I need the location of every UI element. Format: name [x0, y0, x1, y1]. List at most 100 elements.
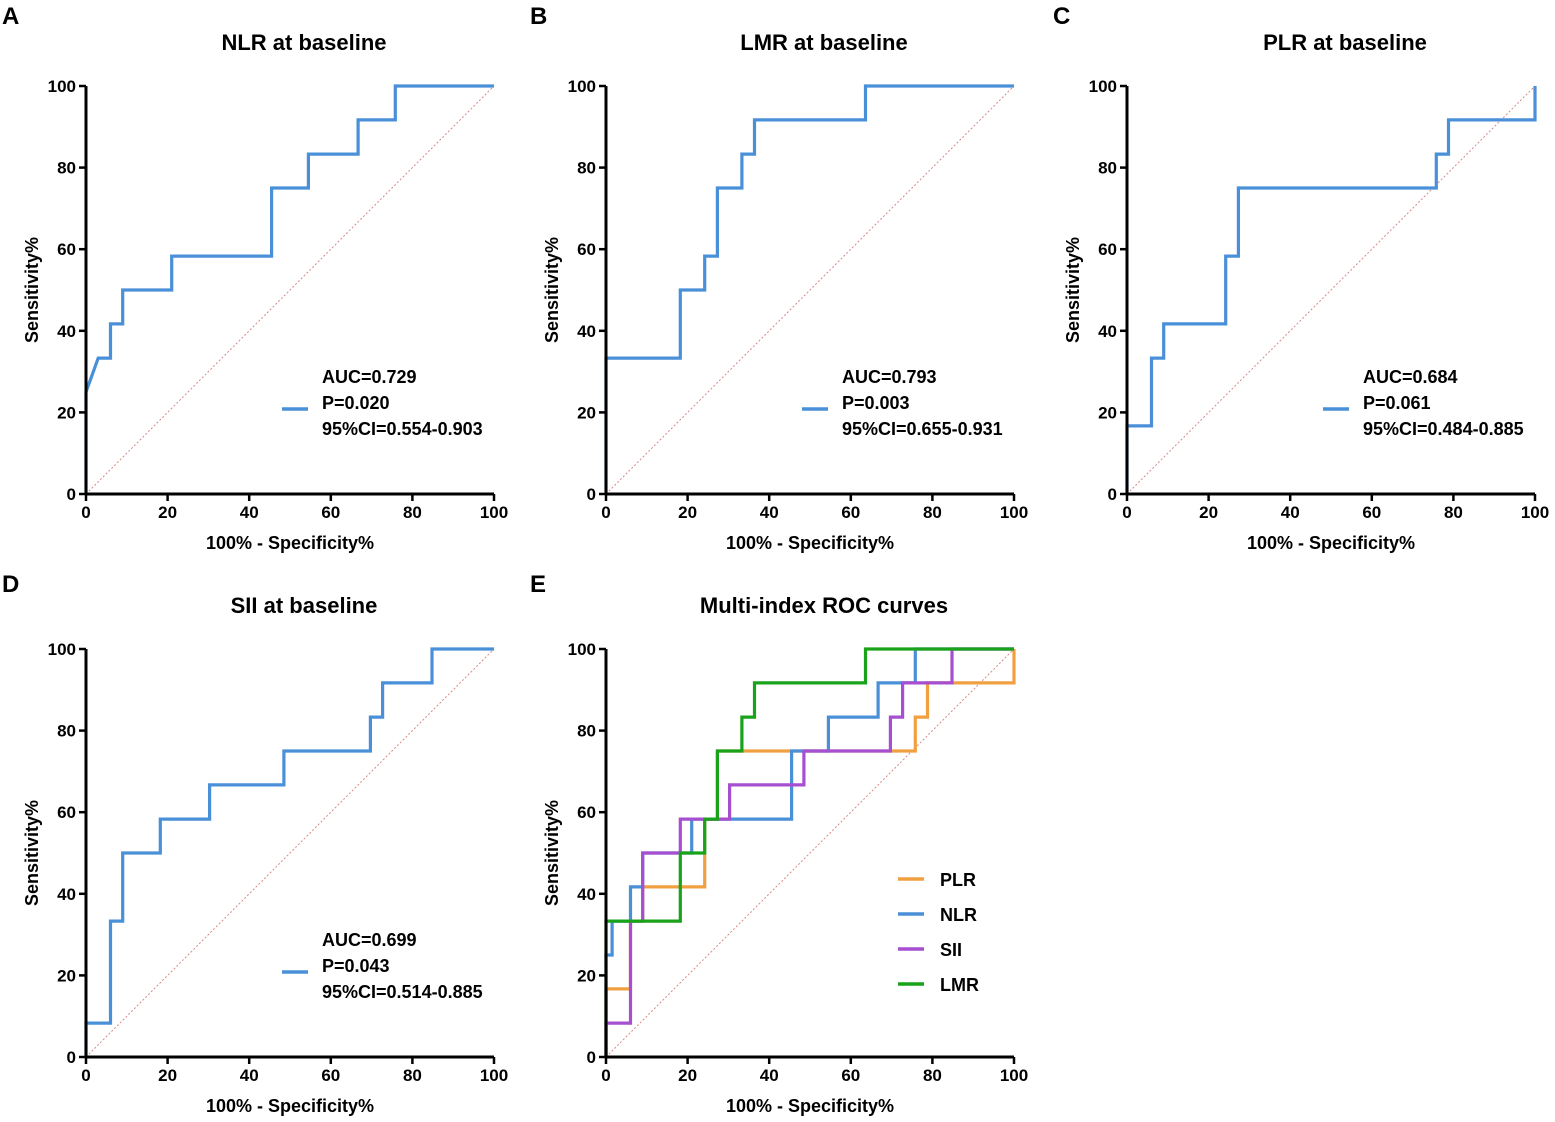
panel-d: D SII at baseline 00 20 20 40 40 60 60 80 80 100 100… [2, 571, 508, 1116]
x-tick-label: 0 [81, 503, 90, 522]
y-tick-label: 0 [67, 1048, 76, 1067]
roc-curve-nlr [84, 84, 494, 494]
x-tick-label: 80 [923, 1066, 942, 1085]
legend-stat-text: P=0.003 [842, 393, 910, 413]
y-tick-label: 20 [577, 403, 596, 422]
y-tick-label: 40 [577, 885, 596, 904]
y-tick-label: 80 [57, 159, 76, 178]
y-axis-label: Sensitivity% [542, 237, 562, 343]
roc-curve-plr [1125, 86, 1537, 494]
chart-title: LMR at baseline [740, 30, 907, 55]
y-axis-label: Sensitivity% [1063, 237, 1083, 343]
panel-letter: A [2, 3, 19, 30]
legend-stat-text: 95%CI=0.655-0.931 [842, 419, 1003, 439]
legend-stat-text: AUC=0.729 [322, 367, 417, 387]
x-tick-label: 40 [1281, 503, 1300, 522]
y-tick-label: 0 [1108, 485, 1117, 504]
x-tick-label: 80 [1444, 503, 1463, 522]
chart-title: PLR at baseline [1263, 30, 1427, 55]
legend-stat-text: P=0.043 [322, 956, 390, 976]
y-tick-label: 100 [568, 77, 596, 96]
legend-stat-text: AUC=0.793 [842, 367, 937, 387]
legend-stat-text: 95%CI=0.484-0.885 [1363, 419, 1524, 439]
reference-diagonal [1126, 85, 1536, 495]
legend-stat-text: AUC=0.699 [322, 930, 417, 950]
legend-stat-text: 95%CI=0.514-0.885 [322, 982, 483, 1002]
legend: AUC=0.684 P=0.061 95%CI=0.484-0.885 [1323, 367, 1524, 439]
roc-curve-sii [84, 647, 494, 1057]
x-tick-label: 60 [841, 1066, 860, 1085]
legend-stat-text: P=0.061 [1363, 393, 1431, 413]
legend-stat-text: AUC=0.684 [1363, 367, 1458, 387]
panel-a: A NLR at baseline 00 20 20 40 40 60 60 80 80 100 100… [2, 3, 508, 553]
legend-label-plr: PLR [940, 870, 976, 890]
y-tick-label: 40 [577, 322, 596, 341]
x-tick-label: 80 [403, 1066, 422, 1085]
x-tick-label: 20 [678, 503, 697, 522]
x-tick-label: 60 [1362, 503, 1381, 522]
x-axis-label: 100% - Specificity% [726, 533, 894, 553]
y-axis-label: Sensitivity% [22, 237, 42, 343]
y-tick-label: 40 [1098, 322, 1117, 341]
roc-curve-lmr [604, 647, 1014, 1057]
x-tick-label: 0 [601, 503, 610, 522]
chart-title: Multi-index ROC curves [700, 593, 948, 618]
x-tick-label: 40 [760, 503, 779, 522]
reference-diagonal [85, 648, 495, 1058]
legend-label-nlr: NLR [940, 905, 977, 925]
legend-stat-text: P=0.020 [322, 393, 390, 413]
legend: AUC=0.729 P=0.020 95%CI=0.554-0.903 [282, 367, 483, 439]
panel-c: C PLR at baseline 00 20 20 40 40 60 60 80 80 100 100… [1053, 3, 1549, 553]
y-tick-label: 80 [57, 722, 76, 741]
legend: PLR NLR SII LMR [898, 870, 979, 995]
panel-b: B LMR at baseline 00 20 20 40 40 60 60 80 80 100 100… [530, 3, 1028, 553]
y-tick-label: 20 [577, 966, 596, 985]
panel-letter: C [1053, 3, 1070, 30]
y-axis-label: Sensitivity% [22, 800, 42, 906]
x-tick-label: 100 [1521, 503, 1549, 522]
x-tick-label: 20 [158, 1066, 177, 1085]
x-tick-label: 40 [240, 1066, 259, 1085]
legend-stat-text: 95%CI=0.554-0.903 [322, 419, 483, 439]
x-tick-label: 0 [601, 1066, 610, 1085]
roc-curve-lmr [604, 84, 1014, 494]
x-tick-label: 40 [760, 1066, 779, 1085]
y-tick-label: 80 [1098, 159, 1117, 178]
x-tick-label: 20 [158, 503, 177, 522]
reference-diagonal [605, 85, 1015, 495]
panel-letter: E [530, 571, 546, 598]
x-tick-label: 0 [1122, 503, 1131, 522]
y-tick-label: 0 [67, 485, 76, 504]
y-tick-label: 60 [1098, 240, 1117, 259]
legend-label-sii: SII [940, 940, 962, 960]
y-tick-label: 100 [568, 640, 596, 659]
x-tick-label: 20 [1199, 503, 1218, 522]
y-tick-label: 60 [577, 240, 596, 259]
x-tick-label: 80 [403, 503, 422, 522]
reference-diagonal [85, 85, 495, 495]
y-tick-label: 80 [577, 159, 596, 178]
y-tick-label: 20 [57, 966, 76, 985]
x-tick-label: 60 [321, 503, 340, 522]
legend-label-lmr: LMR [940, 975, 979, 995]
x-tick-label: 100 [1000, 503, 1028, 522]
x-axis-label: 100% - Specificity% [206, 1096, 374, 1116]
panel-letter: B [530, 3, 547, 30]
legend: AUC=0.699 P=0.043 95%CI=0.514-0.885 [282, 930, 483, 1002]
panel-letter: D [2, 571, 19, 598]
y-tick-label: 0 [587, 485, 596, 504]
x-tick-label: 80 [923, 503, 942, 522]
x-tick-label: 60 [321, 1066, 340, 1085]
y-tick-label: 60 [57, 240, 76, 259]
reference-diagonal [605, 648, 1015, 1058]
y-tick-label: 60 [577, 803, 596, 822]
x-tick-label: 100 [480, 503, 508, 522]
y-axis-label: Sensitivity% [542, 800, 562, 906]
y-tick-label: 40 [57, 885, 76, 904]
x-axis-label: 100% - Specificity% [726, 1096, 894, 1116]
y-tick-label: 100 [48, 640, 76, 659]
y-tick-label: 100 [1089, 77, 1117, 96]
y-tick-label: 60 [57, 803, 76, 822]
y-tick-label: 100 [48, 77, 76, 96]
